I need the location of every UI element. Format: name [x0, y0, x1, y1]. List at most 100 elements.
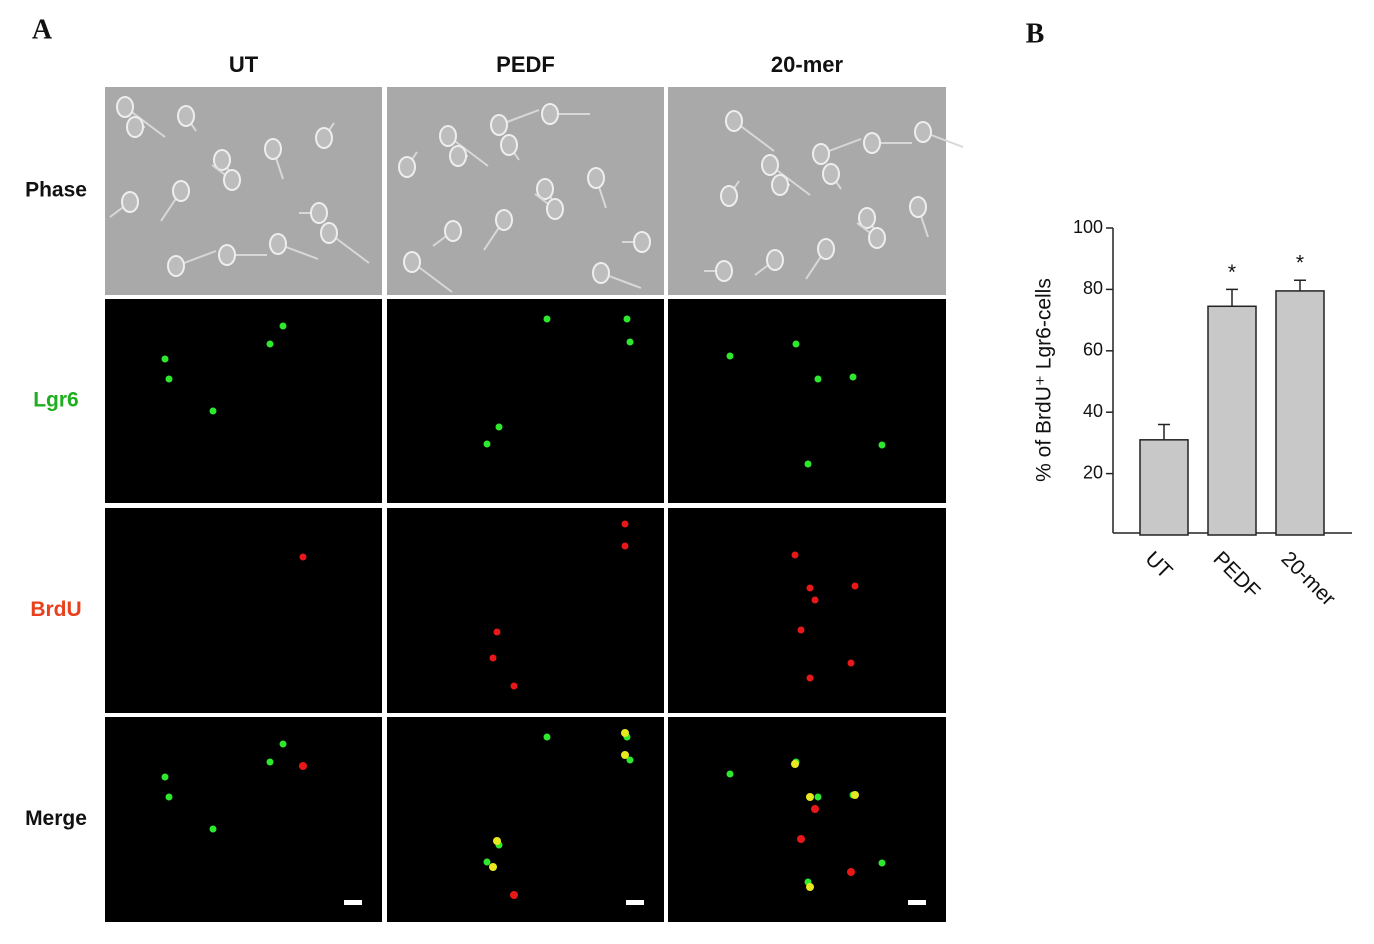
green-spot [266, 758, 274, 766]
green-spot [279, 740, 287, 748]
green-spot [209, 825, 217, 833]
green-spot [209, 407, 217, 415]
micrograph [105, 717, 382, 922]
image-background [105, 299, 382, 503]
scale-bar [626, 900, 644, 905]
cell-body [449, 145, 467, 167]
cell-body [536, 178, 554, 200]
cell-body [269, 233, 287, 255]
red-spot [489, 863, 497, 871]
micrograph [668, 717, 946, 922]
scale-bar [908, 900, 926, 905]
y-tick-label: 60 [1083, 340, 1103, 360]
cell-body [264, 138, 282, 160]
green-spot [483, 440, 491, 448]
red-spot [847, 659, 855, 667]
micrograph [668, 508, 946, 713]
cell-body [500, 134, 518, 156]
row-label: BrdU [30, 598, 81, 621]
micrograph [668, 87, 964, 295]
x-tick-label: UT [1141, 547, 1177, 583]
cell-body [167, 255, 185, 277]
cell-body [761, 154, 779, 176]
red-spot [489, 654, 497, 662]
image-background [668, 508, 946, 713]
x-tick-label: 20-mer [1277, 547, 1340, 610]
green-spot [814, 793, 822, 801]
cell-body [546, 198, 564, 220]
green-spot [726, 352, 734, 360]
red-spot [791, 551, 799, 559]
red-spot [851, 582, 859, 590]
error-bar [1294, 279, 1306, 291]
image-background [668, 299, 946, 503]
row-label: Phase [25, 179, 87, 202]
cell-body [587, 167, 605, 189]
cell-body [725, 110, 743, 132]
row-label: Merge [25, 807, 87, 830]
green-spot [849, 373, 857, 381]
green-spot [495, 423, 503, 431]
y-tick-label: 100 [1073, 217, 1103, 237]
bar [1275, 290, 1325, 536]
cell-body [914, 121, 932, 143]
red-spot [811, 596, 819, 604]
red-spot [797, 835, 805, 843]
column-header: PEDF [496, 52, 555, 77]
micrograph [105, 508, 382, 713]
cell-body [172, 180, 190, 202]
cell-body [592, 262, 610, 284]
row-label: Lgr6 [33, 389, 79, 412]
red-spot [621, 751, 629, 759]
green-spot [543, 315, 551, 323]
red-spot [510, 682, 518, 690]
red-spot [806, 674, 814, 682]
red-spot [299, 762, 307, 770]
cell-body [909, 196, 927, 218]
significance-mark: * [1228, 261, 1236, 284]
column-header: 20-mer [771, 52, 844, 77]
red-spot [493, 628, 501, 636]
cell-body [121, 191, 139, 213]
cell-body [720, 185, 738, 207]
green-spot [279, 322, 287, 330]
micrograph [387, 87, 664, 295]
panel-label: B [1026, 18, 1045, 49]
green-spot [483, 858, 491, 866]
red-spot [621, 729, 629, 737]
red-spot [847, 868, 855, 876]
y-tick-label: 40 [1083, 401, 1103, 421]
micrograph [387, 508, 664, 713]
red-spot [806, 793, 814, 801]
red-spot [811, 805, 819, 813]
cell-body [541, 103, 559, 125]
red-spot [791, 760, 799, 768]
green-spot [623, 315, 631, 323]
green-spot [165, 375, 173, 383]
bar [1207, 305, 1257, 536]
significance-mark: * [1296, 252, 1304, 275]
red-spot [797, 626, 805, 634]
image-background [105, 508, 382, 713]
column-header: UT [229, 52, 259, 77]
cell-body [218, 244, 236, 266]
green-spot [543, 733, 551, 741]
cell-body [310, 202, 328, 224]
cell-body [398, 156, 416, 178]
cell-body [403, 251, 421, 273]
micrograph [105, 87, 382, 295]
green-spot [878, 441, 886, 449]
image-background [387, 299, 664, 503]
cell-body [444, 220, 462, 242]
error-bar [1158, 423, 1170, 440]
cell-body [439, 125, 457, 147]
cell-body [766, 249, 784, 271]
micrograph [387, 299, 664, 503]
cell-body [817, 238, 835, 260]
panel-label: A [32, 14, 53, 45]
micrograph [668, 299, 946, 503]
red-spot [493, 837, 501, 845]
bar [1139, 439, 1189, 536]
cell-body [812, 143, 830, 165]
image-background [387, 87, 664, 295]
